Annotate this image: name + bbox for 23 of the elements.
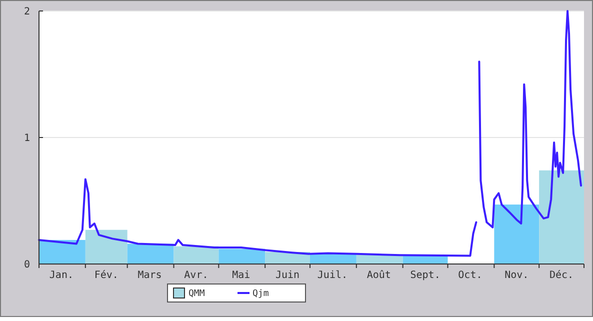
bar (494, 204, 540, 264)
x-tick-label: Mars (138, 270, 162, 281)
y-tick-label: 2 (24, 6, 30, 18)
x-tick-label: Nov. (504, 270, 529, 281)
x-tick-label: Juin (275, 270, 300, 281)
bar (539, 170, 584, 264)
legend-label: QMM (188, 289, 206, 300)
y-tick-label: 1 (24, 133, 30, 144)
legend-label: Qjm (252, 289, 269, 300)
x-tick-label: Fév. (94, 270, 118, 281)
x-tick-label: Oct. (458, 270, 482, 281)
x-tick-label: Juil. (317, 270, 348, 281)
bar (174, 246, 219, 264)
x-tick-label: Août (366, 270, 391, 281)
x-tick-label: Jan. (49, 270, 74, 281)
bar (39, 240, 86, 264)
x-tick-label: Mai (232, 270, 250, 281)
x-tick-label: Sept. (410, 270, 440, 281)
bar (127, 244, 174, 264)
y-tick-label: 0 (24, 260, 30, 270)
bar (218, 248, 266, 264)
x-tick-label: Avr. (184, 270, 208, 281)
x-tick-label: Déc. (549, 270, 574, 281)
